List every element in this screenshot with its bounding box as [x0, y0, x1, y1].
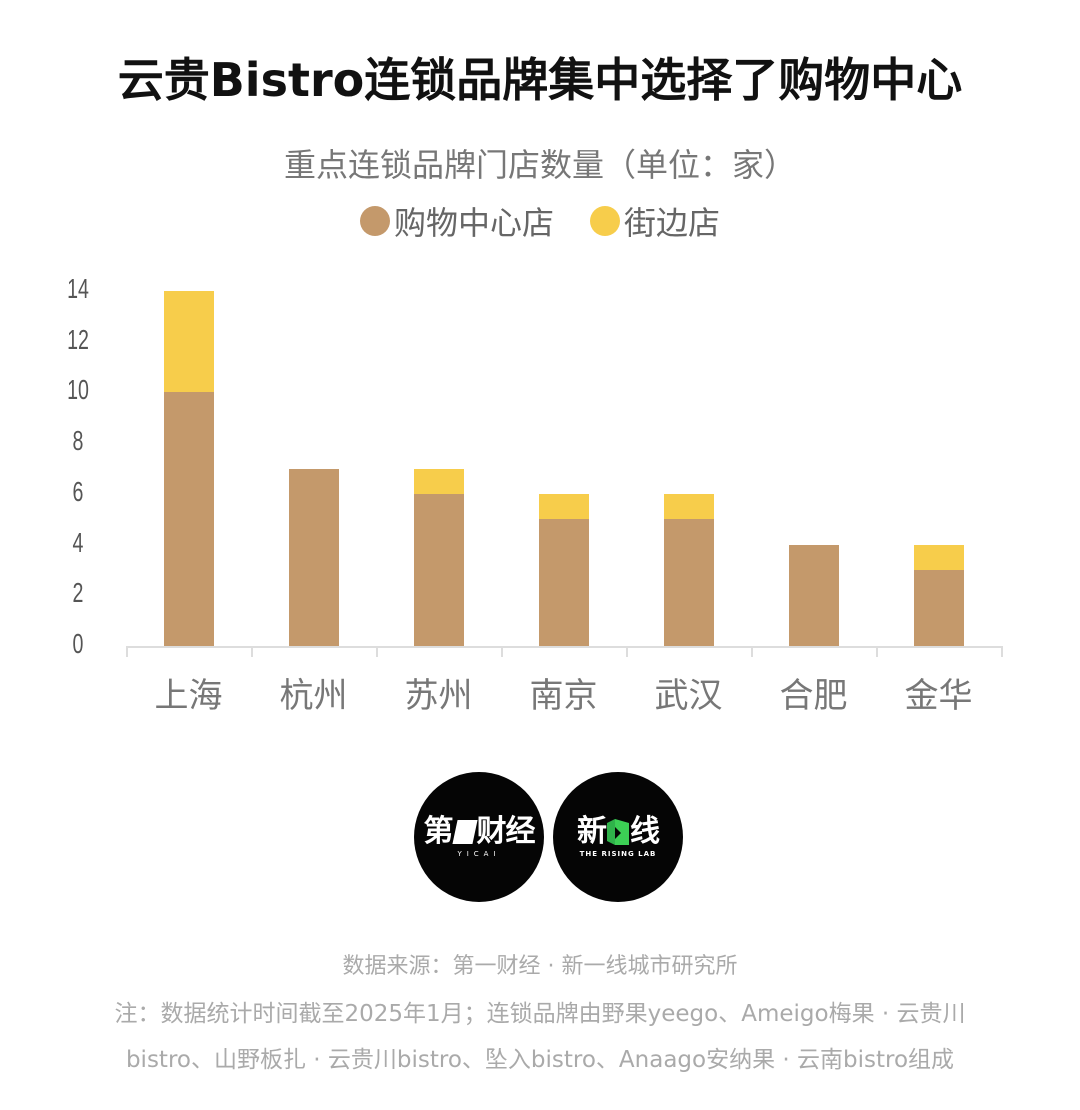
- bar-segment-street: [913, 544, 964, 570]
- y-tick-label: 12: [67, 323, 89, 355]
- x-tick-mark: [251, 646, 253, 657]
- bar-segment-street: [538, 493, 589, 520]
- plot-area: 0 2 4 6 8 10 12 14 上海 杭州 苏州 南京 武汉 合肥 金华: [67, 273, 1003, 716]
- bar-4: [663, 493, 714, 646]
- data-source: 数据来源：第一财经 · 新一线城市研究所: [342, 954, 738, 979]
- x-tick-label: 杭州: [279, 676, 348, 716]
- rising-lab-logo-text-a: 新: [577, 814, 607, 849]
- y-tick-label: 10: [67, 374, 89, 406]
- footnote-line-2: bistro、山野板扎 · 云贵川bistro、坠入bistro、Anaago安…: [125, 1047, 955, 1073]
- x-tick-mark: [1001, 646, 1003, 657]
- x-tick-mark: [501, 646, 503, 657]
- yicai-logo-text-b: 财经: [476, 814, 536, 849]
- x-tick-mark: [751, 646, 753, 657]
- legend-swatch-street-icon: [590, 206, 620, 236]
- x-tick-label: 南京: [529, 676, 598, 716]
- yicai-slash-icon: [451, 820, 478, 844]
- y-tick-label: 0: [72, 628, 84, 659]
- x-tick-label: 金华: [904, 676, 973, 716]
- bar-6: [913, 544, 964, 646]
- bar-segment-mall: [913, 569, 964, 646]
- rising-lab-logo-sub: THE RISING LAB: [579, 850, 657, 858]
- chart-title: 云贵Bistro连锁品牌集中选择了购物中心: [117, 53, 963, 107]
- bar-5: [788, 544, 839, 646]
- x-tick-label: 合肥: [779, 676, 848, 716]
- bar-2: [413, 468, 464, 646]
- yicai-logo-sub: YICAI: [457, 850, 501, 858]
- bar-segment-mall: [163, 392, 214, 646]
- bar-segment-mall: [413, 493, 464, 646]
- rising-lab-logo: 新线 THE RISING LAB: [553, 772, 683, 902]
- bar-3: [538, 493, 589, 646]
- y-tick-label: 14: [67, 273, 89, 304]
- bar-segment-street: [663, 493, 714, 520]
- x-tick-label: 苏州: [404, 676, 473, 716]
- yicai-logo-text-a: 第: [423, 814, 454, 849]
- x-tick-label: 上海: [154, 676, 223, 716]
- x-axis-line: [126, 646, 1001, 648]
- footnote-line-1: 注：数据统计时间截至2025年1月；连锁品牌由野果yeego、Ameigo梅果 …: [114, 1001, 966, 1027]
- bar-1: [288, 468, 339, 646]
- x-tick-mark: [126, 646, 128, 657]
- rising-lab-flag-icon: [607, 819, 629, 845]
- legend-item-street: 街边店: [590, 198, 720, 244]
- y-tick-label: 6: [72, 475, 84, 507]
- bar-segment-mall: [788, 544, 839, 646]
- y-tick-label: 8: [72, 425, 84, 457]
- x-tick-mark: [876, 646, 878, 657]
- bar-segment-mall: [538, 519, 589, 646]
- x-tick-label: 武汉: [654, 676, 723, 716]
- y-tick-label: 2: [72, 577, 84, 609]
- legend: 购物中心店 街边店: [0, 198, 1080, 244]
- legend-swatch-mall-icon: [359, 206, 390, 236]
- bar-segment-street: [163, 291, 214, 393]
- legend-label-street: 街边店: [624, 204, 721, 242]
- x-tick-mark: [626, 646, 628, 657]
- bar-0: [163, 291, 214, 646]
- rising-lab-logo-text-b: 线: [630, 814, 660, 849]
- legend-label-mall: 购物中心店: [393, 204, 554, 242]
- x-tick-mark: [376, 646, 378, 657]
- bar-segment-street: [413, 468, 464, 494]
- yicai-logo: 第财经 YICAI: [414, 772, 544, 902]
- chart-subtitle: 重点连锁品牌门店数量（单位：家）: [283, 146, 796, 184]
- legend-item-mall: 购物中心店: [359, 198, 554, 244]
- bar-segment-mall: [288, 468, 339, 646]
- y-tick-label: 4: [72, 526, 84, 558]
- bar-segment-mall: [663, 519, 714, 646]
